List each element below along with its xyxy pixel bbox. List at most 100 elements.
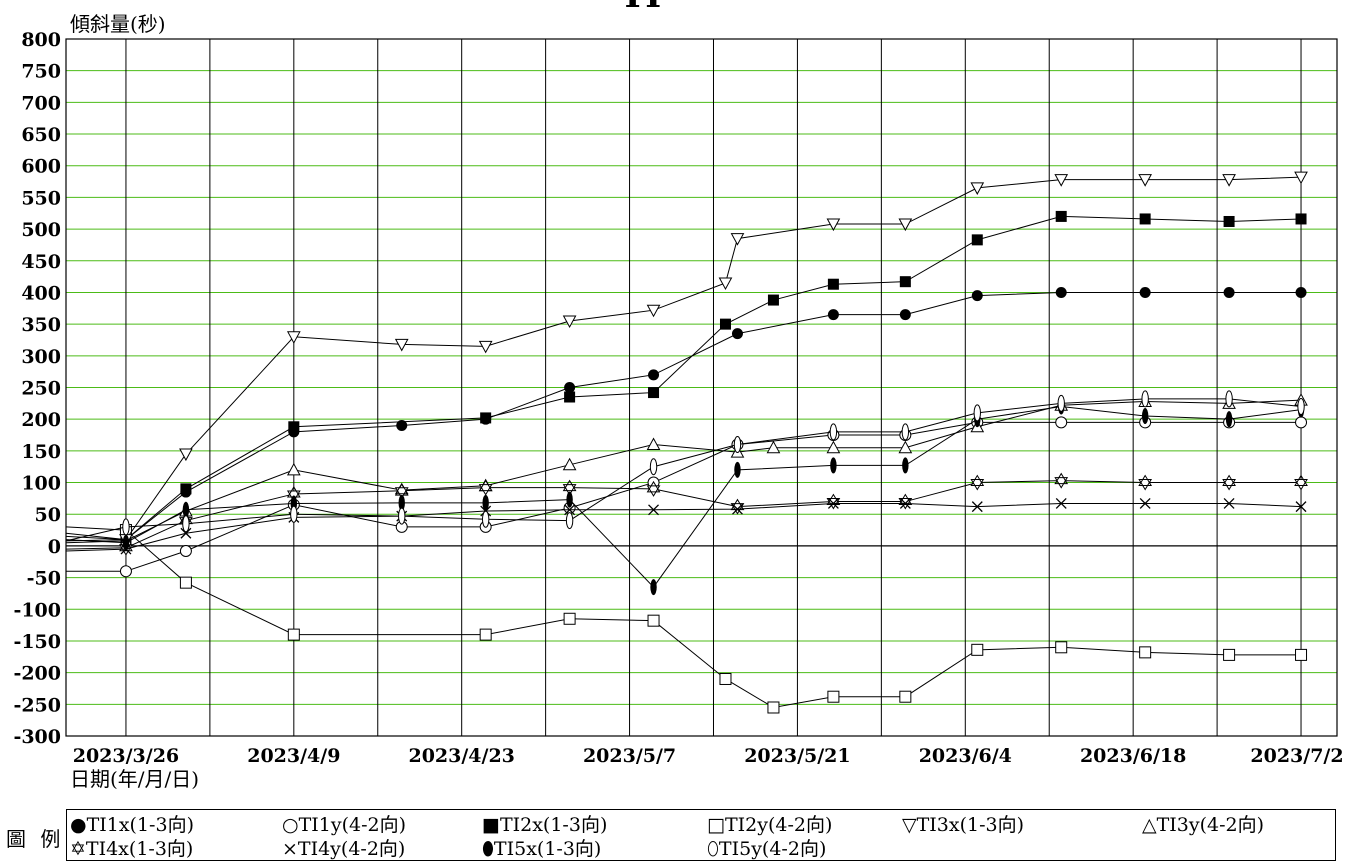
marker-star bbox=[1138, 474, 1153, 491]
marker-filled-circle bbox=[1223, 286, 1235, 298]
y-tick-label: 700 bbox=[21, 92, 61, 114]
marker-open-square bbox=[1295, 648, 1308, 661]
marker-open-square bbox=[179, 576, 192, 589]
marker-filled-circle bbox=[1055, 286, 1067, 298]
marker-triangle-down bbox=[1222, 174, 1236, 187]
series-line bbox=[65, 526, 1302, 709]
marker-star bbox=[898, 493, 913, 510]
series-9 bbox=[65, 398, 1305, 596]
marker-triangle-up bbox=[562, 457, 577, 471]
marker-open-square bbox=[479, 628, 492, 641]
series-line bbox=[65, 399, 1302, 544]
marker-star bbox=[478, 479, 493, 496]
marker-triangle-up bbox=[646, 437, 661, 451]
marker-open-square bbox=[827, 690, 840, 703]
axis-layer: 8007507006506005505004504003503002502001… bbox=[13, 29, 1343, 767]
marker-open-ellipse bbox=[1057, 394, 1065, 412]
marker-filled-square bbox=[288, 421, 300, 433]
marker-star-part bbox=[1294, 474, 1308, 487]
marker-open-square bbox=[899, 690, 912, 703]
marker-filled-ellipse bbox=[482, 494, 489, 511]
series-line bbox=[65, 291, 1302, 541]
marker-star-part bbox=[394, 487, 409, 499]
x-tick-label: 2023/4/23 bbox=[408, 745, 514, 767]
marker-filled-ellipse bbox=[1225, 411, 1233, 428]
marker-triangle-down bbox=[826, 218, 841, 232]
series-line bbox=[65, 502, 1302, 552]
x-tick-label: 2023/5/21 bbox=[744, 745, 850, 767]
marker-filled-ellipse bbox=[1141, 408, 1149, 425]
series-layer bbox=[65, 171, 1308, 714]
legend-item-9: ⬮TI5x(1-3向) bbox=[482, 838, 602, 860]
marker-filled-square bbox=[827, 278, 839, 290]
legend: ●TI1x(1-3向) ○TI1y(4-2向) ■TI2x(1-3向) □TI2y(4… bbox=[66, 809, 1336, 861]
y-tick-label: -50 bbox=[27, 568, 61, 590]
marker-star-part bbox=[562, 484, 577, 496]
legend-item-8: ×TI4y(4-2向) bbox=[282, 838, 406, 860]
marker-filled-circle bbox=[1139, 286, 1151, 298]
marker-triangle-down bbox=[179, 448, 193, 462]
y-tick-label: 250 bbox=[21, 378, 61, 400]
marker-open-ellipse bbox=[290, 505, 298, 523]
series-line bbox=[65, 215, 1302, 541]
marker-filled-square bbox=[1055, 210, 1067, 222]
series-5 bbox=[65, 171, 1308, 547]
marker-cross-part bbox=[1223, 497, 1235, 509]
marker-cross-part bbox=[1055, 497, 1067, 509]
marker-filled-square bbox=[564, 391, 576, 403]
legend-item-3: ■TI2x(1-3向) bbox=[482, 814, 608, 836]
marker-open-ellipse bbox=[1225, 390, 1233, 408]
legend-item-1: ●TI1x(1-3向) bbox=[70, 814, 194, 836]
marker-filled-square bbox=[648, 387, 660, 399]
y-tick-label: 150 bbox=[21, 441, 61, 463]
marker-triangle-down bbox=[562, 315, 577, 329]
y-tick-label: 100 bbox=[21, 473, 61, 495]
y-tick-label: 500 bbox=[21, 219, 61, 241]
marker-cross-part bbox=[1139, 497, 1151, 509]
legend-item-5: ▽TI3x(1-3向) bbox=[902, 814, 1025, 836]
x-tick-label: 2023/5/7 bbox=[583, 745, 676, 767]
marker-cross bbox=[732, 503, 743, 515]
marker-filled-square bbox=[1139, 213, 1151, 225]
marker-cross-part bbox=[648, 504, 659, 516]
marker-open-square bbox=[647, 614, 660, 627]
y-tick-label: -300 bbox=[13, 726, 61, 748]
marker-cross bbox=[180, 527, 192, 539]
marker-star-part bbox=[1294, 479, 1308, 491]
y-tick-label: 300 bbox=[21, 346, 61, 368]
marker-filled-ellipse bbox=[566, 491, 573, 508]
marker-star bbox=[730, 498, 745, 515]
marker-cross bbox=[564, 504, 576, 516]
marker-open-ellipse bbox=[829, 423, 838, 441]
legend-item-2: ○TI1y(4-2向) bbox=[282, 814, 407, 836]
marker-star bbox=[394, 482, 409, 499]
marker-cross-part bbox=[899, 497, 911, 509]
marker-triangle-up bbox=[898, 440, 913, 454]
y-tick-label: 400 bbox=[21, 282, 61, 304]
plot-frame bbox=[65, 38, 1338, 737]
marker-star-part bbox=[1222, 474, 1236, 487]
marker-open-square bbox=[563, 612, 576, 625]
marker-filled-circle bbox=[1295, 286, 1307, 298]
marker-triangle-down bbox=[970, 182, 985, 195]
marker-cross-part bbox=[827, 497, 839, 509]
marker-open-ellipse bbox=[398, 507, 406, 525]
marker-open-square bbox=[1139, 646, 1152, 659]
marker-star bbox=[826, 493, 841, 510]
marker-filled-ellipse bbox=[122, 534, 130, 551]
marker-cross bbox=[899, 497, 911, 509]
marker-star bbox=[1054, 472, 1069, 489]
marker-open-ellipse bbox=[1141, 390, 1149, 408]
marker-cross bbox=[648, 504, 659, 516]
marker-cross-part bbox=[1295, 501, 1307, 513]
marker-filled-ellipse bbox=[830, 457, 837, 474]
marker-filled-square bbox=[480, 412, 492, 424]
marker-open-square bbox=[767, 701, 780, 714]
y-tick-label: 750 bbox=[21, 61, 61, 83]
marker-triangle-down bbox=[478, 340, 493, 354]
marker-filled-circle bbox=[731, 328, 743, 340]
marker-open-circle bbox=[1055, 416, 1068, 429]
marker-star-part bbox=[394, 482, 409, 495]
marker-star-part bbox=[1138, 474, 1153, 487]
marker-filled-square bbox=[180, 483, 192, 495]
